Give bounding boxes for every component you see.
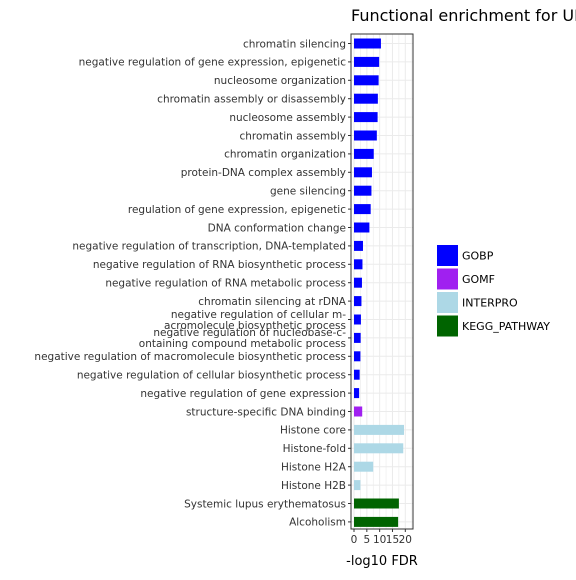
legend-label-gomf: GOMF [462,273,495,286]
bar-structure-specific-dna-binding [354,406,363,417]
category-label-nucleosome-organization: nucleosome organization [214,75,346,87]
bar-histone-core [354,424,405,435]
category-label-negative-regulation-of-cellular-m-acromolecule-biosynthetic-process: negative regulation of cellular m-acromo… [164,309,346,332]
bar-histone-fold [354,443,404,454]
bar-histone-h2b [354,480,361,491]
bar-systemic-lupus-erythematosus [354,498,399,509]
category-label-protein-dna-complex-assembly: protein-DNA complex assembly [181,167,346,179]
category-label-nucleosome-assembly: nucleosome assembly [229,112,346,124]
bar-chromatin-assembly [354,130,377,141]
category-label-chromatin-silencing: chromatin silencing [243,38,346,50]
category-label-negative-regulation-of-transcription-dna-templated: negative regulation of transcription, DN… [72,241,346,253]
legend-label-gobp: GOBP [462,250,494,263]
bar-histone-h2a [354,461,374,472]
bar-nucleosome-organization [354,75,379,86]
category-label-structure-specific-dna-binding: structure-specific DNA binding [186,406,346,418]
bar-negative-regulation-of-gene-expression-epigenetic [354,56,380,67]
category-label-regulation-of-gene-expression-epigenetic: regulation of gene expression, epigeneti… [128,204,346,216]
legend: GOBP GOMF INTERPRO KEGG_PATHWAY [437,245,550,337]
category-label-negative-regulation-of-nucleobase-c-ontaining-compound-metabolic-process: negative regulation of nucleobase-c-onta… [139,327,346,350]
bar-alcoholism [354,516,399,527]
bar-chromatin-silencing [354,38,381,49]
bar-dna-conformation-change [354,222,370,233]
category-label-negative-regulation-of-cellular-biosynthetic-process: negative regulation of cellular biosynth… [77,370,346,382]
bar-negative-regulation-of-rna-metabolic-process [354,277,362,288]
bar-chromatin-assembly-or-disassembly [354,93,378,104]
legend-key-kegg-pathway [437,315,458,337]
x-tick-label-10: 10 [373,534,386,546]
x-tick-label-5: 5 [363,534,370,546]
bar-negative-regulation-of-gene-expression [354,388,360,399]
bar-negative-regulation-of-rna-biosynthetic-process [354,259,363,270]
plot-border [350,33,414,530]
legend-key-interpro [437,292,458,313]
legend-label-interpro: INTERPRO [462,297,518,310]
x-axis-ticks: 0 5 10 15 20 [351,529,412,546]
bar-chromatin-organization [354,148,374,159]
bar-gene-silencing [354,185,372,196]
bar-nucleosome-assembly [354,112,378,123]
category-label-systemic-lupus-erythematosus: Systemic lupus erythematosus [184,498,346,510]
category-label-gene-silencing: gene silencing [270,186,346,198]
category-label-histone-h2b: Histone H2B [281,480,346,492]
category-label-chromatin-assembly-or-disassembly: chromatin assembly or disassembly [157,94,346,106]
bar-negative-regulation-of-cellular-biosynthetic-process [354,369,360,380]
x-tick-label-15: 15 [386,534,399,546]
category-label-chromatin-silencing-at-rdna: chromatin silencing at rDNA [198,296,347,308]
category-label-chromatin-organization: chromatin organization [224,149,346,161]
category-label-negative-regulation-of-rna-metabolic-process: negative regulation of RNA metabolic pro… [105,278,346,290]
category-labels: chromatin silencing negative regulation o… [34,38,351,529]
category-label-negative-regulation-of-gene-expression: negative regulation of gene expression [140,388,346,400]
x-axis-title: -log10 FDR [346,554,418,569]
category-label-histone-fold: Histone-fold [283,443,346,455]
bars-layer [354,38,405,527]
bar-chromatin-silencing-at-rdna [354,296,362,307]
bar-negative-regulation-of-cellular-m-acromolecule-biosynthetic-process [354,314,361,325]
chart-title: Functional enrichment for UF [351,6,576,25]
category-label-histone-core: Histone core [280,425,346,437]
category-label-histone-h2a: Histone H2A [281,462,347,474]
category-label-negative-regulation-of-macromolecule-biosynthetic-process: negative regulation of macromolecule bio… [34,351,346,363]
bar-negative-regulation-of-nucleobase-c-ontaining-compound-metabolic-process [354,332,361,343]
x-tick-label-20: 20 [399,534,412,546]
bar-regulation-of-gene-expression-epigenetic [354,204,371,215]
legend-key-gomf [437,268,458,290]
bar-protein-dna-complex-assembly [354,167,372,178]
bar-negative-regulation-of-macromolecule-biosynthetic-process [354,351,361,362]
category-label-chromatin-assembly: chromatin assembly [240,130,347,142]
category-label-negative-regulation-of-rna-biosynthetic-process: negative regulation of RNA biosynthetic … [93,259,346,271]
legend-label-kegg-pathway: KEGG_PATHWAY [462,320,550,333]
category-label-alcoholism: Alcoholism [289,517,346,529]
category-label-dna-conformation-change: DNA conformation change [208,222,346,234]
category-label-negative-regulation-of-gene-expression-epigenetic: negative regulation of gene expression, … [79,57,347,69]
bar-negative-regulation-of-transcription-dna-templated [354,240,363,251]
legend-key-gobp [437,245,458,266]
x-tick-label-0: 0 [351,534,358,546]
